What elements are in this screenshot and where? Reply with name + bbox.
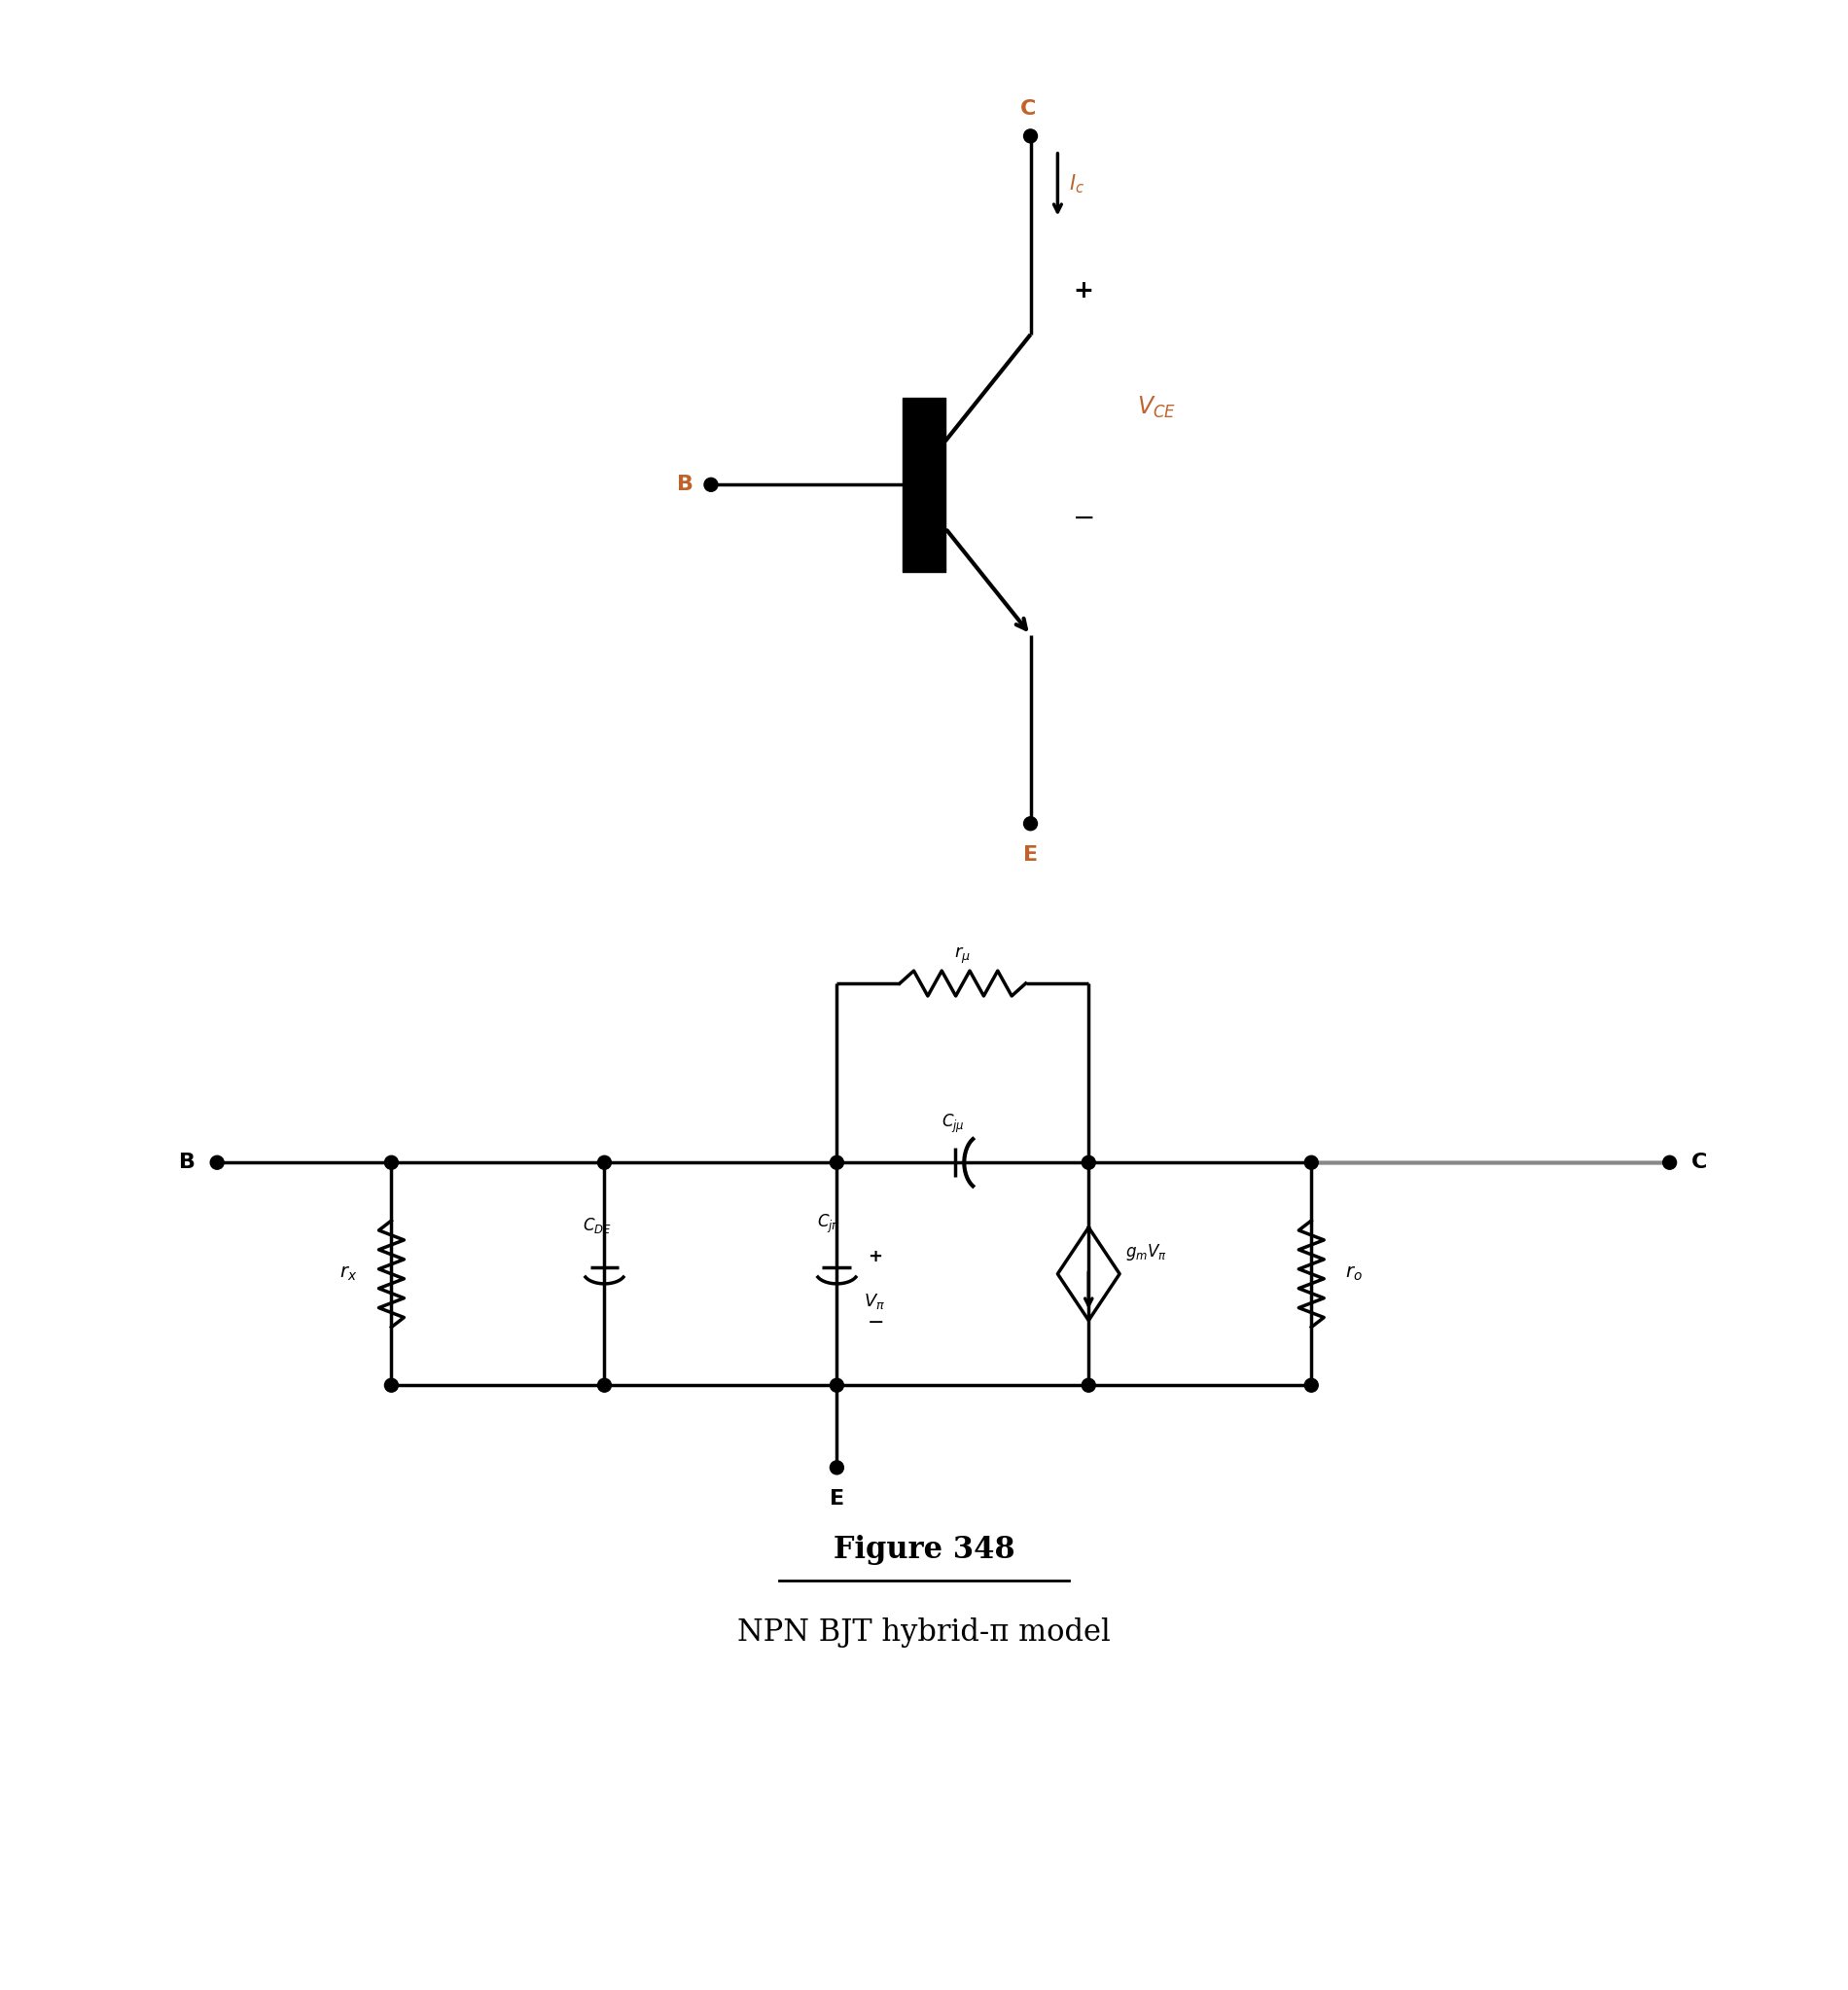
Text: −: − xyxy=(869,1313,885,1331)
Circle shape xyxy=(1081,1379,1096,1393)
Text: $g_m V_\pi$: $g_m V_\pi$ xyxy=(1125,1242,1168,1264)
Circle shape xyxy=(384,1379,397,1393)
Text: C: C xyxy=(1020,100,1037,119)
Text: $r_\mu$: $r_\mu$ xyxy=(955,945,970,965)
Text: C: C xyxy=(1691,1152,1708,1172)
Circle shape xyxy=(211,1156,224,1170)
Circle shape xyxy=(830,1156,845,1170)
Text: B: B xyxy=(676,476,693,494)
Circle shape xyxy=(1305,1379,1318,1393)
Text: B: B xyxy=(179,1152,196,1172)
Text: $C_{DE}$: $C_{DE}$ xyxy=(582,1216,612,1236)
Text: $I_c$: $I_c$ xyxy=(1070,173,1085,195)
Circle shape xyxy=(1024,129,1037,143)
Circle shape xyxy=(597,1156,612,1170)
Circle shape xyxy=(1663,1156,1676,1170)
Text: $C_{j\pi}$: $C_{j\pi}$ xyxy=(817,1212,841,1236)
Circle shape xyxy=(1081,1156,1096,1170)
Circle shape xyxy=(1305,1156,1318,1170)
Text: +: + xyxy=(1074,279,1094,302)
Circle shape xyxy=(830,1461,845,1475)
Text: $V_\pi$: $V_\pi$ xyxy=(865,1292,885,1311)
Text: +: + xyxy=(869,1248,883,1266)
Text: −: − xyxy=(1072,505,1096,531)
Circle shape xyxy=(704,478,717,492)
Text: $r_o$: $r_o$ xyxy=(1345,1266,1362,1284)
Text: $V_{CE}$: $V_{CE}$ xyxy=(1137,394,1175,420)
Text: NPN BJT hybrid-π model: NPN BJT hybrid-π model xyxy=(737,1618,1111,1648)
Text: Figure 348: Figure 348 xyxy=(833,1534,1015,1564)
Text: $r_x$: $r_x$ xyxy=(340,1266,357,1284)
Circle shape xyxy=(384,1156,397,1170)
Text: E: E xyxy=(830,1489,845,1508)
Circle shape xyxy=(597,1379,612,1393)
Text: E: E xyxy=(1024,846,1039,864)
Text: $C_{j\mu}$: $C_{j\mu}$ xyxy=(941,1112,965,1136)
Circle shape xyxy=(830,1379,845,1393)
Circle shape xyxy=(1024,816,1037,830)
